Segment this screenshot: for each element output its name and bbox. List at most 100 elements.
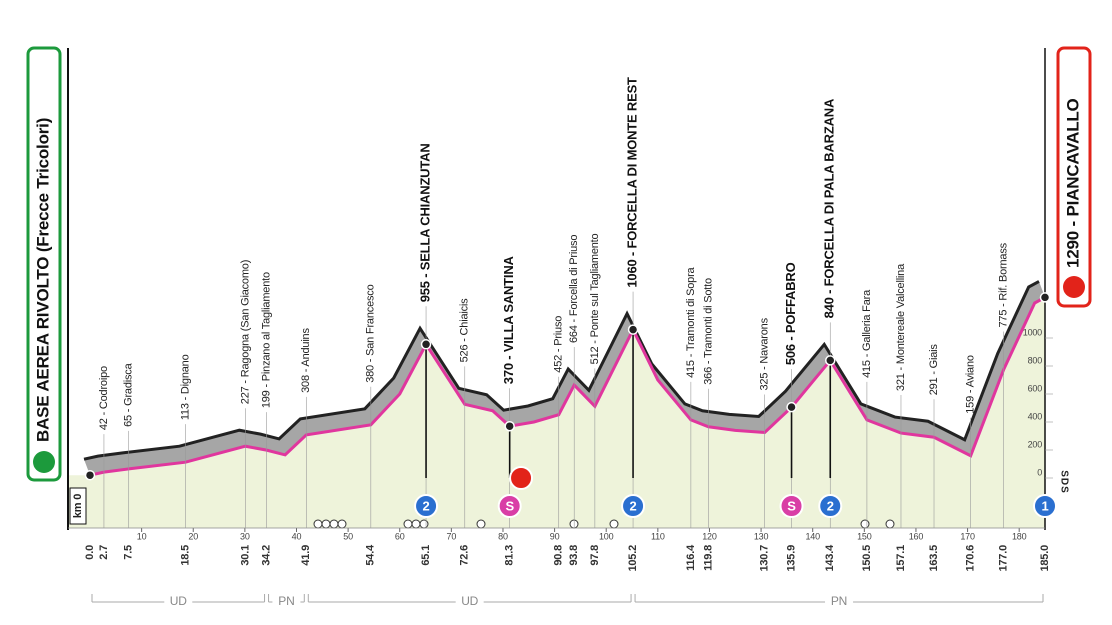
x-tick-label: 50 bbox=[343, 531, 353, 541]
y-tick-label: 600 bbox=[1028, 383, 1043, 393]
waypoint-label: 159 - Aviano bbox=[965, 355, 977, 414]
finish-badge bbox=[1056, 46, 1092, 308]
y-tick-label: 1000 bbox=[1023, 327, 1042, 337]
feed-icon bbox=[509, 466, 534, 490]
y-tick-label: 800 bbox=[1028, 355, 1043, 365]
start-badge bbox=[26, 46, 62, 482]
x-tick-label: 30 bbox=[240, 531, 250, 541]
x-tick-label: 120 bbox=[702, 531, 717, 541]
x-tick-label: 20 bbox=[188, 531, 198, 541]
km-label: 119.8 bbox=[702, 545, 714, 571]
x-tick-label: 10 bbox=[137, 531, 147, 541]
region-label-bg bbox=[455, 594, 484, 610]
climb-category: 2 bbox=[827, 498, 834, 513]
waypoint-label: 308 - Anduins bbox=[300, 328, 312, 393]
km-label: 81.3 bbox=[504, 545, 516, 566]
km-label: 0.0 bbox=[84, 545, 96, 560]
start-icon bbox=[33, 451, 55, 473]
km0-label: km 0 bbox=[72, 494, 84, 518]
x-tick-label: 180 bbox=[1012, 531, 1027, 541]
waypoint-label: 955 - SELLA CHIANZUTAN bbox=[417, 143, 432, 302]
x-tick-label: 170 bbox=[960, 531, 975, 541]
waypoint-label: 321 - Montereale Valcellina bbox=[895, 263, 907, 391]
waypoint-label: 325 - Navarons bbox=[759, 317, 771, 390]
y-tick-label: 400 bbox=[1028, 411, 1043, 421]
waypoint-label: 452 - Priuso bbox=[553, 316, 565, 373]
km-label: 135.9 bbox=[785, 545, 797, 572]
waypoint-label: 113 - Dignano bbox=[179, 354, 191, 420]
waypoint-label: 506 - POFFABRO bbox=[783, 262, 798, 365]
region-label: PN bbox=[278, 594, 294, 608]
climb-badge bbox=[621, 494, 646, 518]
summit-dot bbox=[825, 355, 836, 366]
waypoint-label: 199 - Pinzano al Tagliamento bbox=[260, 272, 272, 408]
x-tick-label: 90 bbox=[550, 531, 560, 541]
km0-box bbox=[69, 487, 87, 525]
x-tick-label: 150 bbox=[857, 531, 872, 541]
km-label: 30.1 bbox=[239, 545, 251, 566]
logo: SDS bbox=[1058, 470, 1069, 494]
km-label: 41.9 bbox=[300, 545, 312, 566]
climb-category: 2 bbox=[630, 498, 637, 513]
km-label: 2.7 bbox=[98, 545, 110, 560]
waypoint-label: 380 - San Francesco bbox=[365, 284, 377, 382]
start-label: BASE AEREA RIVOLTO (Frecce Tricolori) bbox=[33, 118, 52, 442]
km-label: 97.8 bbox=[589, 545, 601, 566]
km-label: 34.2 bbox=[260, 545, 272, 566]
climb-category: 2 bbox=[423, 498, 430, 513]
km-label: 65.1 bbox=[420, 545, 432, 566]
x-tick-label: 40 bbox=[292, 531, 302, 541]
km-label: 18.5 bbox=[179, 545, 191, 566]
x-tick-label: 160 bbox=[909, 531, 924, 541]
km-label: 157.1 bbox=[895, 545, 907, 572]
y-tick-label: 0 bbox=[1037, 467, 1042, 477]
km-label: 177.0 bbox=[998, 545, 1010, 572]
summit-dot bbox=[420, 339, 432, 350]
km-label: 185.0 bbox=[1039, 545, 1051, 572]
finish-dot bbox=[1039, 292, 1051, 303]
km-label: 72.6 bbox=[459, 545, 471, 566]
km-label: 7.5 bbox=[123, 545, 135, 560]
waypoint-label: 840 - FORCELLA DI PALA BARZANA bbox=[822, 98, 837, 318]
x-tick-label: 130 bbox=[754, 531, 769, 541]
waypoint-label: 415 - Tramonti di Sopra bbox=[685, 266, 697, 377]
finish-label: 1290 - PIANCAVALLO bbox=[1063, 98, 1082, 268]
climb-badge bbox=[1033, 494, 1057, 518]
x-tick-label: 140 bbox=[805, 531, 820, 541]
x-tick-label: 60 bbox=[395, 531, 405, 541]
sprint-badge bbox=[779, 494, 804, 518]
waypoint-label: 664 - Forcella di Priuso bbox=[568, 235, 580, 343]
summit-dot bbox=[786, 401, 797, 413]
waypoint-label: 227 - Ragogna (San Giacomo) bbox=[239, 260, 251, 404]
x-tick-label: 110 bbox=[651, 531, 665, 541]
x-tick-label: 70 bbox=[447, 531, 457, 541]
km-label: 143.4 bbox=[824, 544, 836, 572]
sprint-badge bbox=[497, 494, 522, 518]
waypoint-label: 65 - Gradisca bbox=[123, 362, 135, 427]
waypoint-label: 775 - Rif. Bornass bbox=[998, 242, 1010, 327]
waypoint-label: 366 - Tramonti di Sotto bbox=[702, 278, 714, 385]
climb-category: 1 bbox=[1041, 498, 1048, 513]
finish-icon bbox=[1063, 276, 1085, 298]
waypoint-label: 370 - VILLA SANTINA bbox=[501, 255, 516, 384]
region-label: PN bbox=[831, 594, 847, 608]
climb-badge bbox=[818, 494, 843, 518]
waypoint-label: 415 - Galleria Fara bbox=[861, 289, 873, 378]
start-dot bbox=[84, 469, 96, 481]
waypoint-label: 512 - Ponte sul Tagliamento bbox=[589, 233, 601, 364]
waypoint-label: 291 - Giais bbox=[928, 344, 940, 396]
km-label: 163.5 bbox=[928, 545, 940, 572]
km-label: 54.4 bbox=[365, 544, 377, 566]
climb-badge bbox=[414, 494, 439, 518]
x-tick-label: 100 bbox=[599, 531, 614, 541]
region-label: UD bbox=[461, 594, 478, 608]
waypoint-label: 526 - Chiaicis bbox=[459, 298, 471, 363]
summit-dot bbox=[627, 324, 639, 335]
km-label: 90.8 bbox=[553, 545, 565, 566]
km-label: 130.7 bbox=[759, 545, 771, 572]
region-label: UD bbox=[170, 594, 187, 608]
x-tick-label: 80 bbox=[498, 531, 508, 541]
region-label-bg bbox=[272, 594, 301, 610]
profile-area bbox=[68, 297, 1045, 528]
